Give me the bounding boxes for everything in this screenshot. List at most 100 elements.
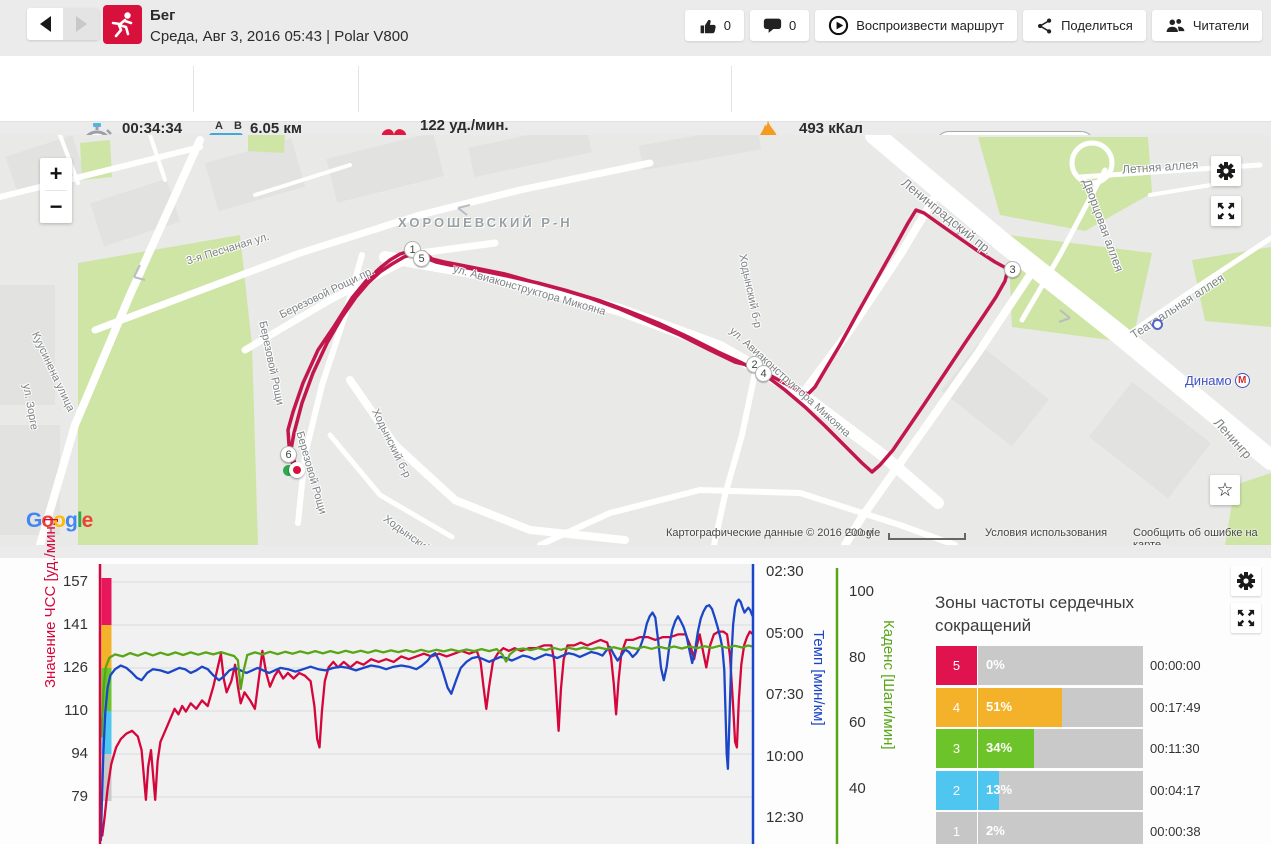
zone-time: 00:11:30 (1150, 741, 1200, 757)
zone-bar: 13% (978, 770, 1143, 810)
zoom-out-button[interactable]: − (40, 191, 72, 223)
chart-series-group (100, 598, 753, 842)
map-scale-bar (888, 533, 966, 540)
share-label: Поделиться (1061, 18, 1133, 33)
zone-bar-fill (978, 687, 1063, 727)
cad-ticks-label: 60 (849, 714, 866, 732)
map-fullscreen-button[interactable] (1211, 196, 1241, 226)
like-count: 0 (723, 18, 732, 33)
route-b-label: B (233, 120, 253, 132)
route-finish-icon (289, 462, 305, 478)
session-subtitle: Среда, Авг 3, 2016 05:43 | Polar V800 (150, 28, 409, 45)
pace-ticks-label: 12:30 (766, 809, 804, 826)
zone-number: 2 (936, 770, 977, 810)
favorite-star-button[interactable]: ☆ (1210, 475, 1240, 505)
training-chart[interactable] (0, 558, 1271, 844)
pace-axis-title: Темп [мин/км] (810, 630, 827, 726)
metro-icon: М (1234, 373, 1250, 388)
hr-zone-row: 2 13% 00:04:17 (936, 770, 1266, 810)
route-marker[interactable]: 3 (1004, 261, 1021, 278)
map-canvas (0, 135, 1271, 545)
google-logo-letter: o (53, 509, 66, 532)
route-marker[interactable]: 5 (413, 250, 430, 267)
runner-icon (111, 11, 132, 37)
pace-ticks-label: 02:30 (766, 563, 804, 580)
zone-bar-fill (978, 812, 982, 844)
session-nav (27, 8, 99, 40)
play-route-button[interactable]: Воспроизвести маршрут (815, 10, 1018, 41)
duration-value: 00:34:34 (122, 120, 183, 137)
play-icon (829, 15, 849, 36)
map-scale-label: 200 м (845, 527, 874, 539)
chart-settings-button[interactable] (1231, 566, 1261, 596)
header: Бег Среда, Авг 3, 2016 05:43 | Polar V80… (0, 0, 1271, 56)
star-icon: ☆ (1216, 479, 1234, 501)
zone-percent: 2% (986, 823, 1005, 839)
hr-zone-row: 3 34% 00:11:30 (936, 729, 1266, 769)
play-route-label: Воспроизвести маршрут (856, 18, 1005, 33)
expand-icon (1217, 202, 1235, 220)
hr-zone-row: 4 51% 00:17:49 (936, 687, 1266, 727)
cad-ticks-label: 100 (849, 583, 875, 600)
training-chart-section: 157 141 126 110 94 79 02:30 05:00 07:30 10:00 12:… (0, 518, 1271, 844)
metro-name: Динамо (1185, 373, 1232, 388)
divider (45, 190, 67, 191)
zone-percent: 0% (986, 657, 1005, 672)
people-icon (1166, 19, 1185, 32)
share-button[interactable]: Поделиться (1023, 10, 1146, 41)
thumb-up-icon (700, 19, 716, 34)
zoom-in-button[interactable]: + (40, 158, 72, 190)
zone-number: 4 (936, 687, 977, 727)
route-map[interactable]: ХОРОШЕВСКИЙ Р-Н 3-я Песчаная ул. Куусине… (0, 135, 1271, 545)
series-cadence-line (100, 644, 753, 738)
readers-label: Читатели (1192, 18, 1249, 33)
pace-ticks-label: 10:00 (766, 747, 804, 765)
comment-icon (763, 18, 782, 33)
google-logo-letter: l (76, 509, 83, 532)
chart-fullscreen-button[interactable] (1231, 603, 1261, 633)
map-zoom-control: + − (40, 158, 72, 223)
divider (358, 66, 359, 112)
hr-ticks-label: 110 (64, 702, 88, 719)
map-attribution: Картографические данные © 2016 Google (666, 527, 881, 539)
district-label: ХОРОШЕВСКИЙ Р-Н (398, 215, 573, 230)
zone-time: 00:00:00 (1150, 658, 1201, 673)
like-button[interactable]: 0 (684, 10, 745, 41)
map-settings-button[interactable] (1211, 156, 1241, 186)
series-pace-line (100, 598, 753, 842)
route-a-label: A (215, 120, 234, 132)
pace-ticks-label: 05:00 (766, 624, 804, 642)
route-marker[interactable]: 4 (755, 365, 772, 382)
hr-ticks-label: 126 (62, 659, 88, 676)
divider (731, 66, 732, 112)
zone-number: 3 (936, 729, 977, 769)
cad-ticks-label: 80 (849, 648, 866, 666)
terms-link[interactable]: Условия использования (985, 527, 1108, 539)
zone-time: 00:00:38 (1150, 824, 1201, 840)
report-error-link[interactable]: Сообщить об ошибке на карте (1133, 527, 1258, 545)
zone-bar: 0% (978, 646, 1143, 685)
google-logo[interactable]: Google (26, 509, 93, 533)
zone-percent: 34% (986, 740, 1013, 756)
metro-entrance-icon (1152, 319, 1163, 330)
readers-button[interactable]: Читатели (1151, 10, 1262, 41)
route-marker[interactable]: 6 (280, 446, 297, 463)
next-session-button[interactable] (63, 8, 99, 40)
zone-bar: 2% (978, 812, 1143, 844)
zone-number: 1 (936, 812, 977, 844)
gear-icon (1217, 162, 1235, 180)
hr-axis-title: Значение ЧСС [уд./мин.] (42, 517, 59, 688)
previous-session-button[interactable] (27, 8, 63, 40)
hr-ticks-label: 157 (62, 573, 88, 590)
share-icon (1038, 18, 1052, 33)
zone-bar-fill (978, 770, 1000, 810)
page-title: Бег (150, 7, 176, 24)
calories-value: 493 кКал (799, 120, 863, 137)
google-logo-letter: G (26, 509, 42, 532)
hr-value: 122 уд./мин. (420, 117, 509, 134)
hr-zone-row: 5 0% 00:00:00 (936, 646, 1266, 685)
hr-ticks-label: 79 (71, 788, 88, 805)
google-logo-letter: o (41, 509, 54, 532)
comment-button[interactable]: 0 (750, 10, 810, 41)
arrow-left-icon (39, 16, 51, 32)
